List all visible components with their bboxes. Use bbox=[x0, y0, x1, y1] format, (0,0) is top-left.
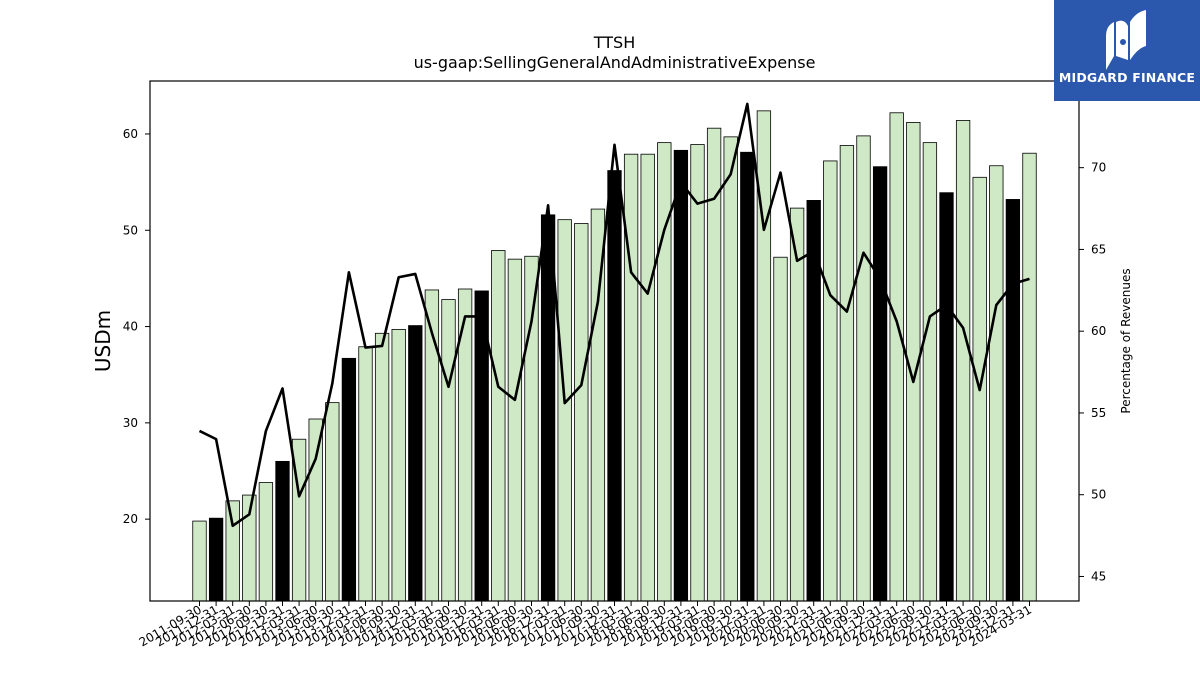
bar-2014-12-31 bbox=[408, 325, 423, 602]
logo-text: MIDGARD FINANCE bbox=[1058, 70, 1196, 85]
bar-2017-12-31 bbox=[607, 170, 622, 602]
bar-2023-09-30 bbox=[989, 165, 1004, 602]
bar-2020-06-30 bbox=[773, 256, 788, 602]
bar-2016-03-31 bbox=[491, 250, 506, 602]
y-tick-label-20: 20 bbox=[123, 512, 138, 526]
bar-2014-03-31 bbox=[358, 346, 373, 602]
y-axis-right: 45 50 55 60 65 70 bbox=[1079, 161, 1106, 583]
bar-2013-06-30 bbox=[308, 418, 323, 602]
y-tick-label-60: 60 bbox=[123, 127, 138, 141]
bar-2013-12-31 bbox=[341, 357, 357, 602]
bar-2015-06-30 bbox=[441, 299, 456, 602]
bar-2022-03-31 bbox=[889, 112, 904, 602]
bar-2018-12-31 bbox=[673, 149, 689, 602]
bar-2012-03-31 bbox=[225, 500, 240, 602]
bar-2019-03-31 bbox=[690, 144, 705, 602]
bar-2012-09-30 bbox=[258, 482, 274, 602]
bar-2020-09-30 bbox=[789, 207, 805, 602]
bar-2023-12-31 bbox=[1005, 199, 1021, 602]
y2-tick-label-45: 45 bbox=[1091, 569, 1106, 583]
y2-tick-label-55: 55 bbox=[1091, 406, 1106, 420]
bar-2022-09-30 bbox=[922, 142, 938, 602]
chart-subtitle: us-gaap:SellingGeneralAndAdministrativeE… bbox=[414, 53, 816, 72]
bar-2018-03-31 bbox=[623, 153, 639, 602]
bar-2017-03-31 bbox=[557, 219, 572, 602]
bar-2016-06-30 bbox=[507, 258, 523, 602]
brand-logo: MIDGARD FINANCE bbox=[1054, 0, 1200, 101]
bar-2017-06-30 bbox=[574, 223, 589, 602]
midgard-m-icon bbox=[1106, 10, 1146, 70]
y-axis-left: 20 30 40 50 60 bbox=[123, 127, 150, 526]
bar-2019-09-30 bbox=[723, 136, 738, 602]
chart-title: TTSH bbox=[593, 33, 635, 52]
bar-2011-09-30 bbox=[192, 520, 207, 602]
bar-2024-03-31 bbox=[1022, 152, 1037, 602]
y2-tick-label-50: 50 bbox=[1091, 488, 1106, 502]
y-tick-label-50: 50 bbox=[123, 223, 138, 237]
y2-tick-label-60: 60 bbox=[1091, 324, 1106, 338]
percentage-line bbox=[198, 102, 1030, 528]
bar-2021-03-31 bbox=[823, 160, 838, 602]
bar-2016-09-30 bbox=[524, 255, 539, 602]
bar-2018-09-30 bbox=[657, 142, 672, 602]
x-axis: 2011-09-302011-12-312012-03-312012-06-30… bbox=[137, 601, 1034, 649]
y2-tick-label-65: 65 bbox=[1091, 242, 1106, 256]
y2-axis-label: Percentage of Revenues bbox=[1119, 268, 1133, 413]
y-axis-label: USDm bbox=[91, 310, 115, 372]
y2-tick-label-70: 70 bbox=[1091, 161, 1106, 175]
y-tick-label-40: 40 bbox=[123, 320, 138, 334]
bar-2019-12-31 bbox=[740, 151, 755, 602]
bar-2014-09-30 bbox=[391, 329, 406, 602]
bar-2013-09-30 bbox=[325, 402, 340, 602]
bar-2014-06-30 bbox=[374, 332, 390, 602]
bar-2012-12-31 bbox=[275, 460, 290, 602]
bar-2021-12-31 bbox=[872, 166, 888, 602]
bar-2018-06-30 bbox=[640, 153, 655, 602]
bar-2021-06-30 bbox=[839, 145, 855, 602]
bar-2023-03-31 bbox=[955, 120, 971, 602]
y-tick-label-30: 30 bbox=[123, 416, 138, 430]
bar-2011-12-31 bbox=[208, 517, 224, 602]
bars-group bbox=[192, 110, 1037, 602]
bar-2021-09-30 bbox=[856, 135, 871, 602]
bar-2022-12-31 bbox=[939, 192, 954, 602]
